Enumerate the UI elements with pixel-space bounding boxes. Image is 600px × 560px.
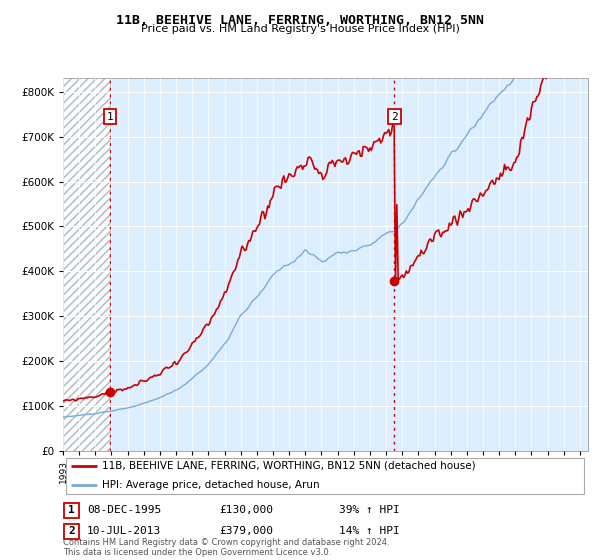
Text: 11B, BEEHIVE LANE, FERRING, WORTHING, BN12 5NN (detached house): 11B, BEEHIVE LANE, FERRING, WORTHING, BN… [103, 461, 476, 471]
Text: 1: 1 [68, 505, 75, 515]
Text: Contains HM Land Registry data © Crown copyright and database right 2024.
This d: Contains HM Land Registry data © Crown c… [63, 538, 389, 557]
FancyBboxPatch shape [64, 524, 79, 539]
Text: 2: 2 [391, 111, 398, 122]
FancyBboxPatch shape [64, 503, 79, 517]
Text: 1: 1 [107, 111, 113, 122]
Text: £130,000: £130,000 [219, 505, 273, 515]
Text: Price paid vs. HM Land Registry's House Price Index (HPI): Price paid vs. HM Land Registry's House … [140, 24, 460, 34]
Text: HPI: Average price, detached house, Arun: HPI: Average price, detached house, Arun [103, 479, 320, 489]
Bar [63, 78, 110, 451]
Text: 11B, BEEHIVE LANE, FERRING, WORTHING, BN12 5NN: 11B, BEEHIVE LANE, FERRING, WORTHING, BN… [116, 14, 484, 27]
Text: 39% ↑ HPI: 39% ↑ HPI [339, 505, 400, 515]
FancyBboxPatch shape [65, 458, 584, 494]
Text: 2: 2 [68, 526, 75, 536]
Text: £379,000: £379,000 [219, 526, 273, 536]
Text: 14% ↑ HPI: 14% ↑ HPI [339, 526, 400, 536]
Text: 10-JUL-2013: 10-JUL-2013 [87, 526, 161, 536]
Text: 08-DEC-1995: 08-DEC-1995 [87, 505, 161, 515]
